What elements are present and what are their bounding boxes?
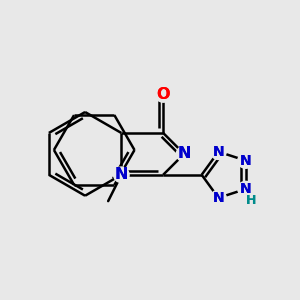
Text: N: N xyxy=(240,182,251,196)
Circle shape xyxy=(238,153,253,168)
Circle shape xyxy=(155,87,171,102)
Text: O: O xyxy=(156,87,170,102)
Text: N: N xyxy=(213,191,224,205)
Text: N: N xyxy=(213,145,224,159)
Text: N: N xyxy=(240,154,251,167)
Text: N: N xyxy=(177,146,191,161)
Text: N: N xyxy=(240,182,251,196)
Text: H: H xyxy=(246,194,256,207)
Text: N: N xyxy=(177,146,191,161)
Circle shape xyxy=(238,181,253,197)
Text: N: N xyxy=(213,191,224,205)
Text: O: O xyxy=(156,87,170,102)
Text: H: H xyxy=(246,194,256,207)
Text: N: N xyxy=(115,167,128,182)
Text: N: N xyxy=(115,167,128,182)
Text: N: N xyxy=(213,145,224,159)
Circle shape xyxy=(114,167,129,182)
Circle shape xyxy=(211,144,226,160)
Text: N: N xyxy=(240,154,251,167)
Circle shape xyxy=(176,146,192,162)
Circle shape xyxy=(211,190,226,206)
